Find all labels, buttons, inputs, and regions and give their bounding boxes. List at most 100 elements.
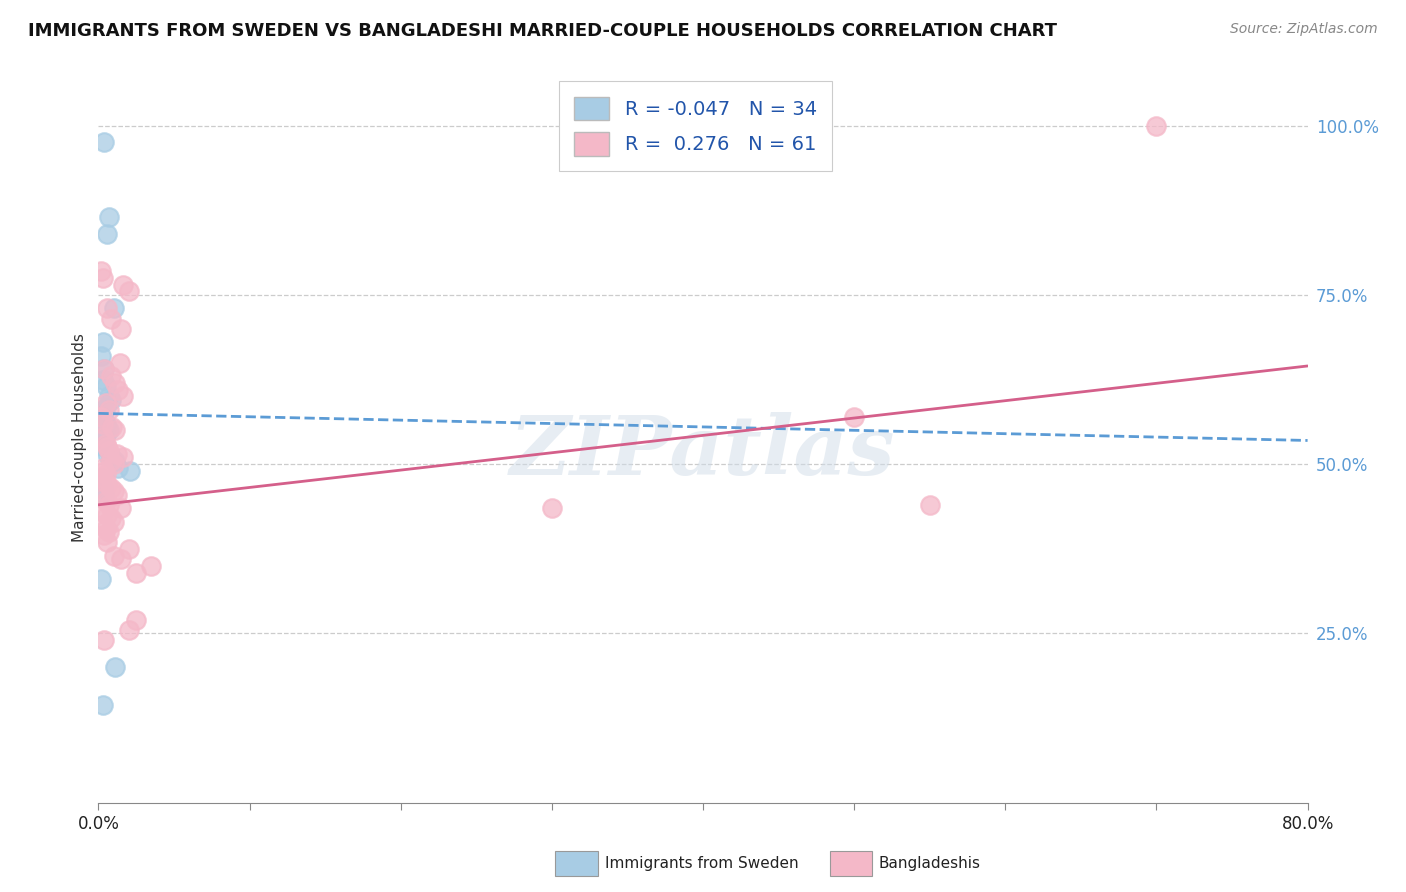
Point [104, 376, 127, 390]
Point [101, 420, 124, 434]
Point [94, 417, 117, 431]
Point [96, 447, 118, 461]
Point [91, 505, 114, 519]
Point [93, 488, 115, 502]
Point [844, 409, 866, 424]
Point [1144, 119, 1167, 133]
Point [100, 454, 122, 468]
Point [96, 227, 118, 241]
Point [98, 498, 121, 512]
Point [90, 409, 112, 424]
Legend: R = -0.047   N = 34, R =  0.276   N = 61: R = -0.047 N = 34, R = 0.276 N = 61 [558, 81, 832, 171]
Point [110, 322, 132, 336]
Y-axis label: Married-couple Households: Married-couple Households [72, 333, 87, 541]
Point [98, 210, 121, 224]
Point [91, 491, 114, 505]
Point [93, 430, 115, 444]
Point [93, 413, 115, 427]
Point [107, 460, 129, 475]
Point [91, 417, 114, 431]
Point [96, 420, 118, 434]
Point [918, 498, 941, 512]
Point [94, 521, 117, 535]
Point [96, 440, 118, 454]
Point [96, 477, 118, 491]
Point [111, 277, 134, 292]
Point [108, 355, 131, 369]
Point [91, 372, 114, 386]
Point [96, 535, 118, 549]
Point [103, 457, 125, 471]
Point [91, 335, 114, 350]
Point [125, 613, 148, 627]
Point [98, 423, 121, 437]
Point [98, 389, 121, 403]
Point [91, 471, 114, 485]
Point [94, 379, 117, 393]
Point [111, 450, 134, 465]
Point [91, 406, 114, 420]
Point [110, 552, 132, 566]
Point [141, 558, 163, 573]
Point [118, 623, 141, 637]
Point [90, 264, 112, 278]
Point [98, 403, 121, 417]
Point [93, 528, 115, 542]
Point [94, 396, 117, 410]
Point [91, 430, 114, 444]
Point [94, 437, 117, 451]
Text: IMMIGRANTS FROM SWEDEN VS BANGLADESHI MARRIED-COUPLE HOUSEHOLDS CORRELATION CHAR: IMMIGRANTS FROM SWEDEN VS BANGLADESHI MA… [28, 22, 1057, 40]
Point [90, 437, 112, 451]
Point [91, 460, 114, 475]
Point [91, 271, 114, 285]
Point [93, 474, 115, 488]
Point [107, 383, 129, 397]
Point [100, 511, 122, 525]
Point [93, 136, 115, 150]
Point [103, 301, 125, 316]
Point [96, 508, 118, 522]
Point [93, 362, 115, 376]
Text: Source: ZipAtlas.com: Source: ZipAtlas.com [1230, 22, 1378, 37]
Text: Bangladeshis: Bangladeshis [879, 856, 981, 871]
Point [118, 285, 141, 299]
Point [94, 494, 117, 508]
Point [110, 501, 132, 516]
Point [104, 454, 127, 468]
Point [93, 362, 115, 376]
Point [91, 698, 114, 712]
Point [120, 464, 142, 478]
Point [90, 349, 112, 363]
Point [90, 572, 112, 586]
Point [103, 515, 125, 529]
Point [100, 450, 122, 465]
Point [100, 481, 122, 495]
Point [91, 434, 114, 448]
Point [104, 660, 127, 674]
Text: ZIPatlas: ZIPatlas [510, 412, 896, 491]
Point [100, 392, 122, 407]
Point [125, 566, 148, 580]
Point [96, 301, 118, 316]
Point [105, 447, 128, 461]
Point [93, 403, 115, 417]
Point [111, 389, 134, 403]
Point [98, 443, 121, 458]
Point [104, 423, 127, 437]
Point [91, 481, 114, 495]
Point [105, 488, 128, 502]
Point [98, 524, 121, 539]
Point [93, 633, 115, 648]
Point [100, 369, 122, 384]
Point [94, 426, 117, 441]
Text: Immigrants from Sweden: Immigrants from Sweden [605, 856, 799, 871]
Point [103, 484, 125, 499]
Point [94, 467, 117, 482]
Point [93, 464, 115, 478]
Point [90, 471, 112, 485]
Point [540, 501, 562, 516]
Point [100, 311, 122, 326]
Point [91, 518, 114, 533]
Point [93, 440, 115, 454]
Point [94, 400, 117, 414]
